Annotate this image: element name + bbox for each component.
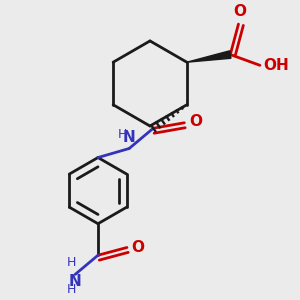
Text: O: O bbox=[233, 4, 247, 20]
Text: N: N bbox=[69, 274, 81, 289]
Text: H: H bbox=[118, 128, 128, 141]
Text: O: O bbox=[132, 240, 145, 255]
Text: O: O bbox=[189, 114, 202, 129]
Text: OH: OH bbox=[263, 58, 289, 73]
Text: N: N bbox=[123, 130, 136, 146]
Text: H: H bbox=[67, 256, 76, 269]
Polygon shape bbox=[187, 51, 231, 62]
Text: H: H bbox=[67, 283, 76, 296]
